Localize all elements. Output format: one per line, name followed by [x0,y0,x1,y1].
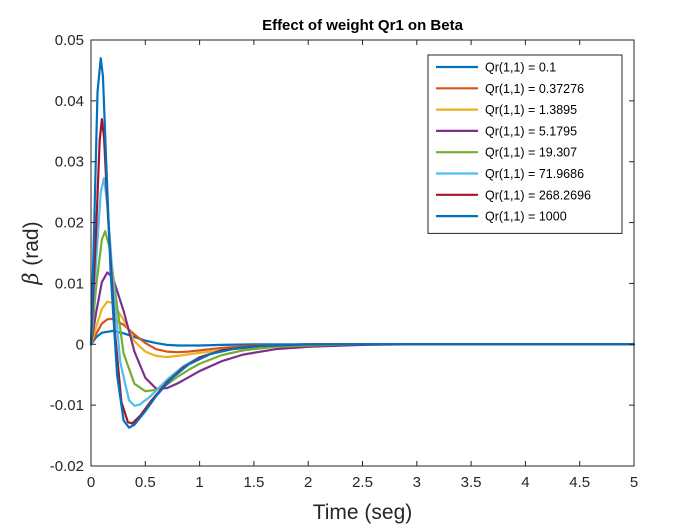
y-tick-label: 0.01 [55,275,84,292]
legend-label-8: Qr(1,1) = 1000 [485,210,567,224]
series-line-1 [89,329,636,347]
y-tick-label: 0.04 [55,93,84,110]
y-axis-label-symbol: β [19,272,43,285]
legend-label-4: Qr(1,1) = 5.1795 [485,124,577,138]
y-tick-label: 0 [76,336,84,353]
x-tick-label: 1 [195,474,203,491]
x-tick-label: 3.5 [461,474,482,491]
legend-label-2: Qr(1,1) = 0.37276 [485,82,584,96]
x-tick-label: 1.5 [243,474,264,491]
series-line-7 [89,118,636,425]
series-line-2 [89,317,636,354]
legend: Qr(1,1) = 0.1 Qr(1,1) = 0.37276 Qr(1,1) = … [427,54,623,234]
legend-label-5: Qr(1,1) = 19.307 [485,146,577,160]
y-tick-label: 0.02 [55,215,84,232]
axes-layer: 0 0.5 1 1.5 2 2.5 3 3.5 4 4.5 5 -0.02 -0.01 0 0.01 0.02… [50,32,638,491]
x-tick-label: 3 [413,474,421,491]
series-layer [89,57,636,429]
series-line-4 [89,271,636,390]
legend-label-7: Qr(1,1) = 268.2696 [485,188,591,202]
y-tick-label: -0.01 [50,397,84,414]
x-axis-label: Time (seg) [313,501,413,524]
y-tick-label: -0.02 [50,458,84,475]
y-axis-label-unit: (rad) [20,221,43,265]
chart-title: Effect of weight Qr1 on Beta [262,17,464,34]
x-tick-label: 4 [521,474,529,491]
x-tick-label: 0.5 [135,474,156,491]
x-tick-label: 5 [630,474,638,491]
legend-label-1: Qr(1,1) = 0.1 [485,61,556,75]
y-axis-label: β (rad) [19,221,43,285]
x-tick-label: 0 [87,474,95,491]
y-axis-label-gap [19,266,43,273]
legend-box [427,54,623,234]
y-tick-label: 0.03 [55,154,84,171]
legend-label-6: Qr(1,1) = 71.9686 [485,167,584,181]
x-tick-label: 4.5 [569,474,590,491]
series-line-8 [89,57,636,429]
x-tick-label: 2.5 [352,474,373,491]
x-tick-label: 2 [304,474,312,491]
y-tick-label: 0.05 [55,32,84,49]
legend-label-3: Qr(1,1) = 1.3895 [485,103,577,117]
